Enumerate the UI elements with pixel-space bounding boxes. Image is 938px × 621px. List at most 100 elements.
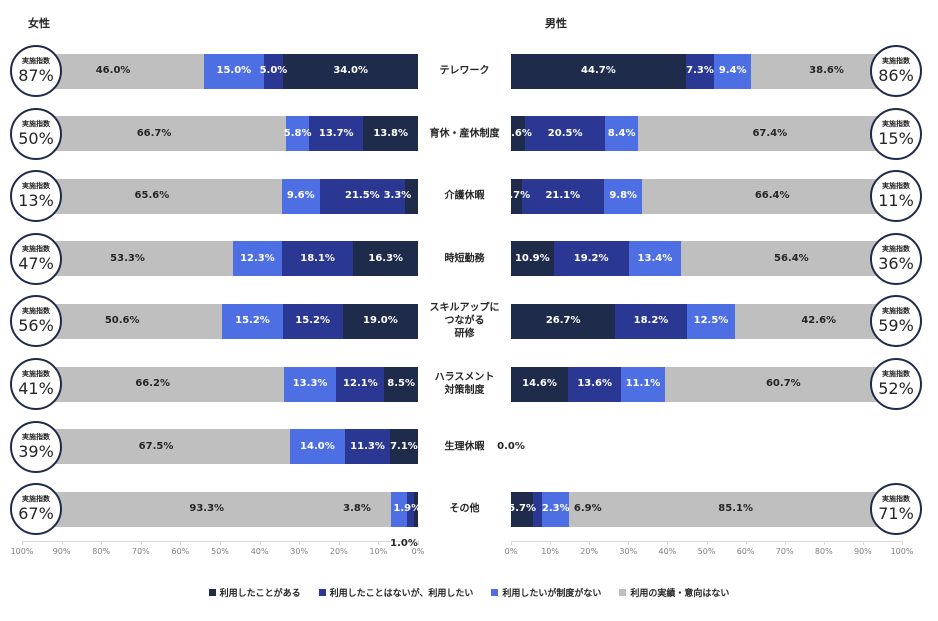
female-bar-want [336,366,385,402]
category-label: 時短勤務 [444,253,485,265]
male-index-value: 15% [878,128,914,148]
male-x-tick-label: 10% [541,547,559,556]
female-x-tick-label: 50% [211,547,229,556]
female-bar-want [263,53,284,89]
male-bar-want [685,53,715,89]
female-bar-none [22,116,287,152]
female-index-value: 41% [18,379,54,398]
female-data-label-used: 16.3% [368,252,404,264]
male-index-circle: 実施指数 71% [870,483,922,536]
male-panel-title: 男性 [545,17,567,30]
female-index-value: 39% [18,441,54,461]
legend-item-no-system: 利用したいが制度がない [491,586,601,599]
male-data-label-want: 18.2% [633,315,669,327]
male-x-tick-label: 30% [619,547,638,556]
female-bar-no-system [283,366,337,402]
female-data-label-want: 13.7% [318,127,354,139]
female-bar-used [283,53,418,89]
female-x-tick [22,541,23,545]
male-x-tick [902,541,903,545]
index-label: 実施指数 [22,307,50,316]
female-x-tick-label: 100% [10,547,34,556]
legend-swatch-none [619,589,627,596]
male-data-label-no-system: 13.4% [637,252,673,264]
male-data-label-none: 56.4% [773,252,809,264]
index-label: 実施指数 [882,495,910,504]
female-x-tick [259,541,261,545]
female-data-label-none: 65.6% [134,190,170,202]
index-label: 実施指数 [22,432,50,441]
male-data-label-used: 26.7% [545,315,581,327]
legend-item-want: 利用したことはないが、利用したい [318,586,473,599]
female-data-label-none: 66.2% [135,378,171,389]
male-x-tick [862,541,864,545]
category-label: 育休・産休制度 [429,128,500,140]
male-bar-no-system [686,303,736,339]
male-index-value: 59% [878,316,914,336]
index-label: 実施指数 [22,182,50,191]
male-x-tick-label: 20% [580,547,599,556]
female-index-circle: 実施指数 67% [10,483,62,536]
male-x-tick-label: 100% [890,547,914,556]
female-data-label-used: 34.0% [333,65,369,76]
male-bar-used [511,53,686,89]
female-data-label-none: 66.7% [136,127,172,139]
male-index-value: 36% [878,253,914,273]
male-data-label-no-system: 6.9% [573,503,602,515]
legend-swatch-used [208,589,216,596]
female-bar-none [21,366,284,402]
index-label: 実施指数 [882,307,910,316]
female-index-circle: 実施指数 39% [10,420,62,473]
male-bar-no-system [714,53,752,89]
male-bar-want [521,178,605,214]
female-data-label-want: 11.3% [350,440,385,452]
category-label: 介護休暇 [444,190,485,202]
male-x-tick [823,541,825,545]
index-label: 実施指数 [882,119,910,128]
legend-swatch-no-system [491,589,499,596]
female-panel-title: 女性 [28,17,50,30]
male-x-tick-label: 60% [736,547,755,556]
index-label: 実施指数 [22,119,50,128]
female-data-label-used: 3.3% [383,190,412,202]
male-bar-none [681,241,902,277]
female-x-tick-label: 60% [171,547,190,556]
female-bar-used [404,178,418,214]
male-bar-used [511,178,522,214]
female-bar-none [22,178,282,214]
category-label: スキルアップに つながる 研修 [429,302,500,340]
female-data-label-want: 12.1% [343,378,378,389]
female-bar-want [282,303,343,339]
male-bar-used [511,116,526,152]
male-data-label-no-system: 9.4% [718,65,747,76]
female-x-tick [61,541,63,545]
male-bar-want [533,491,543,527]
legend-swatch-want [318,589,326,596]
male-x-tick [667,541,669,545]
male-index-circle: 実施指数 86% [870,45,922,97]
female-x-tick-label: 30% [290,547,309,556]
female-bar-no-system [222,303,283,339]
index-label: 実施指数 [22,495,50,504]
female-bar-used [363,116,418,152]
female-data-label-used: 13.8% [373,127,409,139]
female-x-tick [220,541,221,545]
female-bar-want [406,491,415,527]
category-label: テレワーク [439,65,490,77]
female-index-circle: 実施指数 41% [10,358,62,410]
male-index-value: 52% [878,379,914,398]
legend-label-no-system: 利用したいが制度がない [502,589,602,599]
male-data-label-want: 7.3% [686,65,714,76]
legend-label-used: 利用したことがある [219,589,301,599]
male-bar-want [553,241,629,277]
female-index-circle: 実施指数 47% [10,232,62,285]
legend-item-none: 利用の実績・意向はない [619,586,729,599]
male-data-label-no-system: 9.8% [609,190,638,202]
legend-item-used: 利用したことがある [208,586,301,599]
female-data-label-no-system: 5.8% [283,127,312,139]
male-bar-none [642,178,902,214]
male-data-label-none: 0.0% [497,440,525,452]
female-data-label-used: 7.1% [390,440,418,452]
male-x-tick-label: 50% [697,547,716,556]
male-bar-want [568,366,622,402]
